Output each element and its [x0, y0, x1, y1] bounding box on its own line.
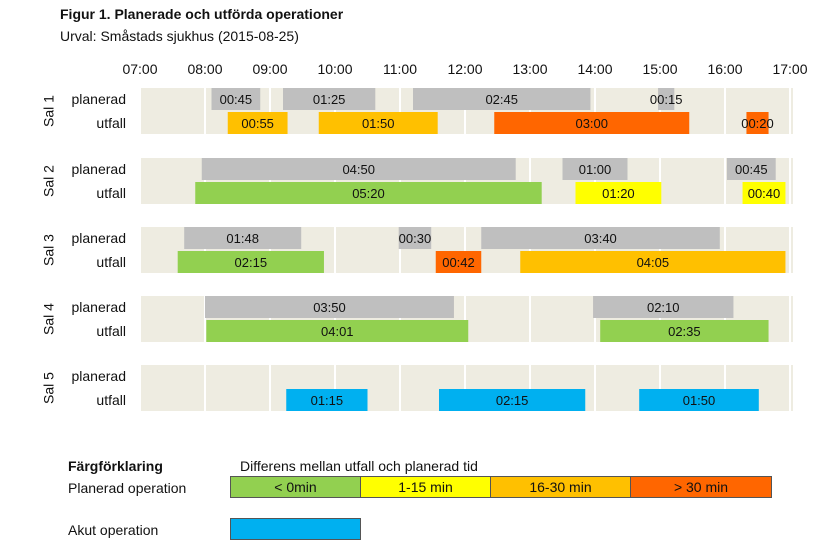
x-tick-label: 14:00	[577, 61, 612, 77]
planned-bar	[201, 158, 516, 180]
planned-bar	[211, 88, 261, 110]
planned-bar-label: 02:45	[485, 92, 518, 107]
planned-bar-label: 00:30	[399, 231, 432, 246]
legend-acute-swatch	[230, 518, 361, 540]
outcome-bar	[435, 251, 482, 273]
row-label-outcome: utfall	[96, 323, 126, 339]
planned-bar	[481, 227, 720, 249]
legend-acute-label: Akut operation	[68, 522, 159, 538]
outcome-bar-label: 05:20	[352, 186, 385, 201]
outcome-bar	[439, 389, 586, 411]
room-label: Sal 3	[41, 234, 57, 266]
legend-color-scale: < 0min 1-15 min 16-30 min > 30 min	[230, 476, 772, 498]
planned-bar	[413, 88, 591, 110]
planned-bar	[398, 227, 432, 249]
legend-planned-label: Planerad operation	[68, 480, 187, 496]
planned-bar-label: 03:50	[313, 300, 346, 315]
outcome-bar	[195, 182, 542, 204]
row-label-planned: planerad	[72, 230, 127, 246]
outcome-bar-label: 01:50	[683, 393, 716, 408]
room-label: Sal 1	[41, 95, 57, 127]
row-label-planned: planerad	[72, 161, 127, 177]
planned-bar-label: 00:45	[735, 162, 768, 177]
room-label: Sal 4	[41, 303, 57, 335]
x-tick-label: 15:00	[642, 61, 677, 77]
outcome-bar-label: 02:15	[496, 393, 529, 408]
x-tick-label: 12:00	[447, 61, 482, 77]
planned-bar	[726, 158, 776, 180]
room-label: Sal 2	[41, 165, 57, 197]
planned-bar	[593, 296, 734, 318]
outcome-bar-label: 04:01	[321, 324, 354, 339]
x-tick-label: 13:00	[512, 61, 547, 77]
outcome-bar	[227, 112, 288, 134]
outcome-bar	[746, 112, 769, 134]
row-label-outcome: utfall	[96, 254, 126, 270]
outcome-bar	[575, 182, 662, 204]
planned-bar	[658, 88, 675, 110]
x-tick-label: 08:00	[187, 61, 222, 77]
room-label: Sal 5	[41, 372, 57, 404]
outcome-bar	[286, 389, 368, 411]
outcome-bar-label: 02:15	[235, 255, 268, 270]
row-label-planned: planerad	[72, 91, 127, 107]
outcome-bar-label: 00:20	[741, 116, 774, 131]
figure-subtitle: Urval: Småstads sjukhus (2015-08-25)	[60, 28, 299, 44]
planned-bar	[205, 296, 454, 318]
x-tick-label: 07:00	[122, 61, 157, 77]
outcome-bar-label: 01:15	[311, 393, 344, 408]
outcome-bar	[742, 182, 786, 204]
row-label-outcome: utfall	[96, 392, 126, 408]
planned-bar-label: 01:48	[226, 231, 259, 246]
legend-title: Färgförklaring	[68, 458, 163, 474]
x-tick-label: 10:00	[317, 61, 352, 77]
figure-title: Figur 1. Planerade och utförda operation…	[60, 6, 344, 22]
legend-item-16-30: 16-30 min	[491, 477, 631, 497]
outcome-bar-label: 00:40	[748, 186, 781, 201]
legend-difference-label: Differens mellan utfall och planerad tid	[240, 458, 478, 474]
gantt-chart: 07:00 08:00 09:00 10:00 11:00 12:00 13:00 14:00…	[41, 61, 808, 412]
outcome-bar-label: 00:42	[442, 255, 475, 270]
outcome-bar-label: 02:35	[668, 324, 701, 339]
planned-bar	[562, 158, 628, 180]
outcome-bar	[600, 320, 769, 342]
outcome-bar-label: 00:55	[241, 116, 274, 131]
planned-bar-label: 00:15	[650, 92, 683, 107]
x-tick-label: 11:00	[383, 61, 417, 77]
planned-bar-label: 03:40	[584, 231, 617, 246]
row-label-outcome: utfall	[96, 115, 126, 131]
planned-bar	[184, 227, 302, 249]
outcome-bar	[520, 251, 786, 273]
planned-bar-label: 01:00	[579, 162, 612, 177]
outcome-bar	[177, 251, 324, 273]
planned-bar-label: 01:25	[313, 92, 346, 107]
legend-item-under0: < 0min	[231, 477, 361, 497]
outcome-bar-label: 03:00	[575, 116, 608, 131]
outcome-bar	[318, 112, 438, 134]
outcome-bar-label: 01:20	[602, 186, 635, 201]
x-tick-label: 09:00	[252, 61, 287, 77]
row-label-planned: planerad	[72, 368, 127, 384]
x-tick-label: 17:00	[772, 61, 807, 77]
outcome-bar-label: 01:50	[362, 116, 395, 131]
planned-bar-label: 04:50	[342, 162, 375, 177]
outcome-bar	[639, 389, 759, 411]
row-label-outcome: utfall	[96, 185, 126, 201]
outcome-bar	[206, 320, 469, 342]
planned-bar-label: 02:10	[647, 300, 680, 315]
row-label-planned: planerad	[72, 299, 127, 315]
outcome-bar	[494, 112, 690, 134]
legend-item-over30: > 30 min	[631, 477, 771, 497]
legend-item-1-15: 1-15 min	[361, 477, 491, 497]
planned-bar-label: 00:45	[220, 92, 253, 107]
planned-bar	[283, 88, 376, 110]
x-tick-label: 16:00	[707, 61, 742, 77]
outcome-bar-label: 04:05	[637, 255, 670, 270]
